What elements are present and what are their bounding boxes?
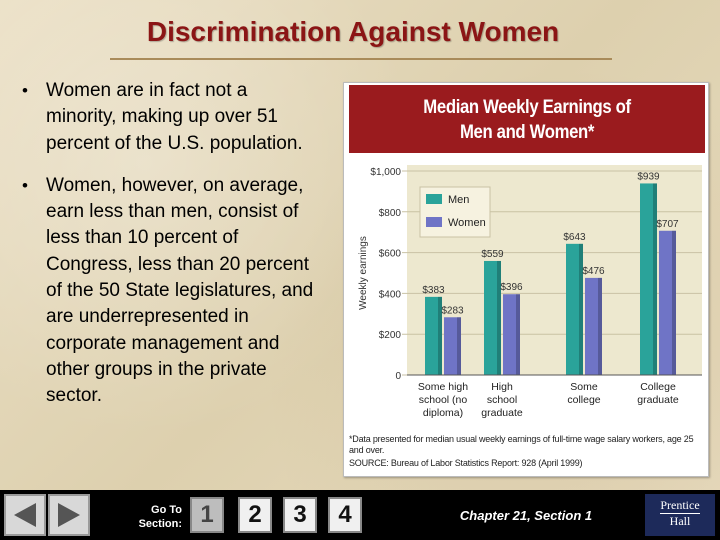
left-arrow-icon — [14, 503, 36, 527]
data-label: $559 — [481, 249, 504, 260]
section-4-button[interactable]: 4 — [328, 497, 362, 533]
chart-header: Median Weekly Earnings of Men and Women* — [349, 85, 705, 153]
bar-shade — [598, 277, 602, 375]
legend-label: Women — [448, 217, 486, 229]
section-3-button[interactable]: 3 — [283, 497, 317, 533]
bar-men — [566, 243, 583, 375]
bar-women — [444, 317, 461, 375]
legend-swatch-women — [426, 217, 442, 227]
bar-men — [484, 260, 501, 375]
bullet-item: • Women, however, on average, earn less … — [18, 173, 318, 410]
goto-label: Go To Section: — [128, 503, 182, 531]
previous-button[interactable] — [4, 494, 46, 536]
data-label: $383 — [422, 285, 445, 296]
y-tick-label: 0 — [395, 371, 401, 382]
x-category-label: College — [640, 381, 676, 393]
goto-line2: Section: — [138, 518, 182, 530]
earnings-chart-panel: Median Weekly Earnings of Men and Women*… — [343, 82, 709, 477]
bar-men — [640, 183, 657, 375]
data-label: $707 — [656, 219, 679, 230]
bullet-dot-icon: • — [22, 81, 28, 100]
bar-shade — [516, 294, 520, 375]
bar-women — [503, 294, 520, 375]
legend-swatch-men — [426, 194, 442, 204]
logo-divider — [660, 513, 700, 514]
bar-women — [585, 277, 602, 375]
x-category-label: High — [491, 381, 513, 393]
legend-label: Men — [448, 194, 469, 206]
data-label: $643 — [563, 232, 586, 243]
bullet-text: Women, however, on average, earn less th… — [46, 174, 314, 407]
bullet-dot-icon: • — [22, 175, 28, 195]
bar-shade — [438, 296, 442, 375]
data-label: $939 — [637, 171, 660, 182]
prentice-hall-logo[interactable]: Prentice Hall — [645, 494, 715, 536]
section-1-button[interactable]: 1 — [190, 497, 224, 533]
y-tick-label: $400 — [379, 289, 402, 300]
chapter-label: Chapter 21, Section 1 — [459, 508, 593, 523]
x-category-label: diploma) — [423, 407, 463, 419]
y-tick-label: $200 — [379, 330, 402, 341]
x-category-label: school — [487, 394, 517, 406]
chart-title-line1: Median Weekly Earnings of — [423, 97, 631, 118]
data-label: $283 — [441, 305, 464, 316]
chart-source: SOURCE: Bureau of Labor Statistics Repor… — [349, 458, 583, 468]
bullet-item: • Women are in fact not a minority, maki… — [18, 78, 318, 157]
data-label: $396 — [500, 282, 523, 293]
bar-men — [425, 296, 442, 375]
chart-title-line2: Men and Women* — [459, 122, 595, 143]
bar-chart: 0 $200 $400 $600 $800 $1,000 Weekly earnings $3… — [358, 165, 702, 419]
title-underline — [110, 58, 612, 60]
right-arrow-icon — [58, 503, 80, 527]
y-axis-label: Weekly earnings — [358, 236, 369, 310]
bar-shade — [579, 243, 583, 375]
slide-title: Discrimination Against Women — [146, 16, 560, 47]
bar-women — [659, 230, 676, 375]
next-button[interactable] — [48, 494, 90, 536]
x-category-label: Some high — [418, 381, 468, 393]
logo-line1: Prentice — [660, 498, 700, 512]
y-tick-label: $1,000 — [370, 167, 401, 178]
bar-shade — [457, 317, 461, 375]
x-category-label: school (no — [419, 394, 468, 406]
y-tick-label: $800 — [379, 208, 402, 219]
bullet-list: • Women are in fact not a minority, maki… — [18, 78, 318, 426]
bullet-text: Women are in fact not a minority, making… — [46, 80, 303, 154]
goto-line1: Go To — [151, 504, 182, 516]
bar-shade — [672, 230, 676, 375]
x-category-label: graduate — [637, 394, 679, 406]
x-category-label: graduate — [481, 407, 523, 419]
section-2-button[interactable]: 2 — [238, 497, 272, 533]
logo-line2: Hall — [669, 514, 691, 528]
bar-shade — [653, 183, 657, 375]
x-category-label: Some — [570, 381, 598, 393]
chart-footnote: *Data presented for median usual weekly … — [349, 434, 694, 455]
y-tick-label: $600 — [379, 249, 402, 260]
bar-shade — [497, 260, 501, 375]
data-label: $476 — [582, 266, 605, 277]
x-category-label: college — [567, 394, 600, 406]
